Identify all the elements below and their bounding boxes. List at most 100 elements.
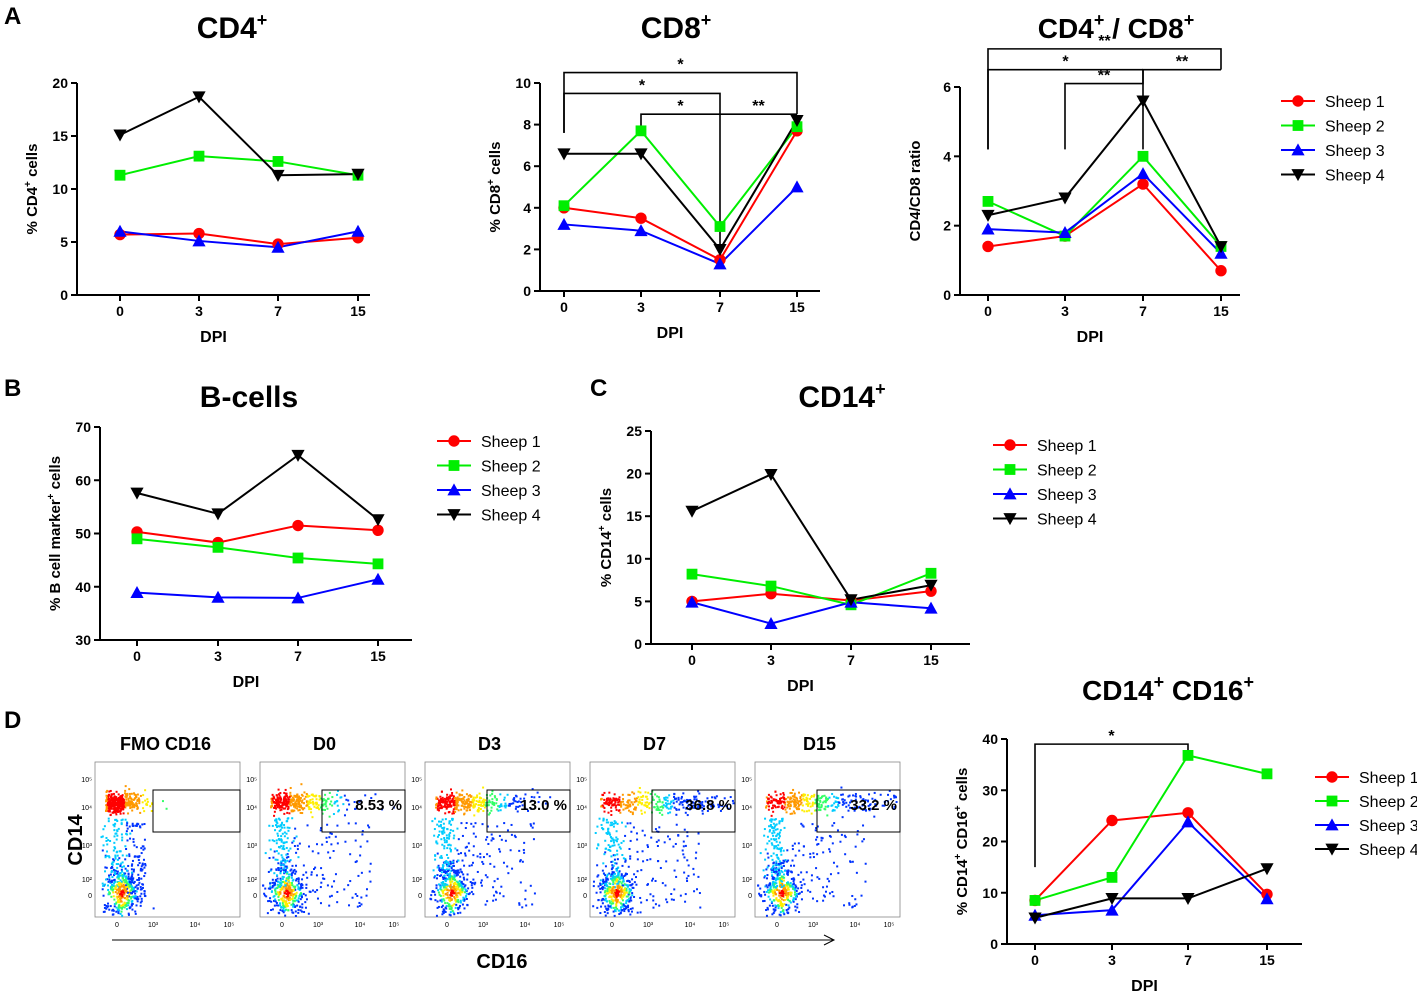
- flow-event-dot: [448, 833, 451, 836]
- flow-event-dot: [124, 806, 127, 809]
- flow-event-dot: [654, 793, 657, 796]
- x-tick-label: 7: [1139, 303, 1147, 319]
- flow-event-dot: [292, 893, 295, 896]
- y-axis-label-after: cells: [954, 768, 971, 806]
- flow-event-dot: [780, 867, 783, 870]
- flow-event-dot: [141, 886, 144, 889]
- flow-event-dot: [769, 819, 772, 822]
- flow-event-dot: [603, 853, 606, 856]
- flow-event-dot: [472, 893, 475, 896]
- flow-event-dot: [138, 861, 141, 864]
- flow-event-dot: [120, 891, 123, 894]
- y-tick-label: 10: [52, 181, 68, 197]
- flow-event-dot: [448, 913, 451, 916]
- flow-event-dot: [486, 853, 489, 856]
- flow-event-dot: [443, 839, 446, 842]
- flow-event-dot: [284, 803, 287, 806]
- flow-event-dot: [831, 792, 834, 795]
- chart-title-sup: +: [257, 10, 268, 30]
- flow-event-dot: [492, 899, 495, 902]
- flow-event-dot: [303, 807, 306, 810]
- y-tick-label: 40: [982, 731, 998, 747]
- flow-event-dot: [128, 893, 131, 896]
- flow-event-dot: [773, 876, 776, 879]
- flow-y-tick-label: 10²: [247, 877, 258, 884]
- flow-event-dot: [606, 888, 609, 891]
- flow-event-dot: [630, 801, 633, 804]
- flow-event-dot: [293, 837, 296, 840]
- flow-event-dot: [143, 892, 146, 895]
- data-point-sheep-3: [113, 224, 127, 237]
- flow-event-dot: [436, 866, 439, 869]
- flow-event-dot: [793, 792, 796, 795]
- flow-event-dot: [847, 809, 850, 812]
- flow-event-dot: [794, 905, 797, 908]
- data-point-sheep-4: [924, 579, 938, 592]
- flow-event-dot: [440, 801, 443, 804]
- flow-event-dot: [624, 857, 627, 860]
- flow-event-dot: [288, 886, 291, 889]
- flow-event-dot: [492, 886, 495, 889]
- flow-event-dot: [503, 798, 506, 801]
- flow-event-dot: [482, 862, 485, 865]
- flow-event-dot: [296, 807, 299, 810]
- flow-event-dot: [622, 903, 625, 906]
- flow-event-dot: [292, 840, 295, 843]
- flow-event-dot: [625, 895, 628, 898]
- flow-event-dot: [311, 889, 314, 892]
- flow-event-dot: [889, 798, 892, 801]
- flow-event-dot: [629, 855, 632, 858]
- flow-event-dot: [617, 887, 620, 890]
- flow-event-dot: [465, 894, 468, 897]
- flow-event-dot: [284, 884, 287, 887]
- flow-event-dot: [459, 893, 462, 896]
- flow-event-dot: [604, 884, 607, 887]
- flow-event-dot: [615, 875, 618, 878]
- flow-event-dot: [782, 911, 785, 914]
- flow-event-dot: [102, 894, 105, 897]
- flow-event-dot: [111, 883, 114, 886]
- flow-event-dot: [295, 870, 298, 873]
- flow-event-dot: [822, 899, 825, 902]
- flow-event-dot: [297, 803, 300, 806]
- flow-event-dot: [309, 890, 312, 893]
- flow-event-dot: [466, 809, 469, 812]
- flow-event-dot: [606, 803, 609, 806]
- flow-event-dot: [599, 891, 602, 894]
- flow-event-dot: [272, 899, 275, 902]
- flow-event-dot: [460, 799, 463, 802]
- y-axis-label-sup: +: [953, 853, 964, 859]
- flow-event-dot: [489, 794, 492, 797]
- flow-event-dot: [299, 799, 302, 802]
- flow-event-dot: [777, 837, 780, 840]
- flow-event-dot: [292, 888, 295, 891]
- flow-event-dot: [323, 808, 326, 811]
- flow-event-dot: [469, 881, 472, 884]
- flow-event-dot: [305, 883, 308, 886]
- flow-event-dot: [470, 884, 473, 887]
- flow-event-dot: [283, 892, 286, 895]
- flow-event-dot: [449, 880, 452, 883]
- flow-event-dot: [471, 861, 474, 864]
- flow-y-tick-label: 10⁴: [576, 805, 587, 812]
- flow-event-dot: [287, 805, 290, 808]
- flow-event-dot: [446, 800, 449, 803]
- flow-event-dot: [798, 911, 801, 914]
- flow-event-dot: [441, 801, 444, 804]
- flow-event-dot: [610, 868, 613, 871]
- flow-event-dot: [766, 802, 769, 805]
- data-point-sheep-3: [790, 180, 804, 193]
- flow-event-dot: [468, 809, 471, 812]
- flow-event-dot: [457, 892, 460, 895]
- flow-event-dot: [646, 883, 649, 886]
- flow-event-dot: [305, 801, 308, 804]
- flow-event-dot: [113, 846, 116, 849]
- flow-event-dot: [287, 873, 290, 876]
- flow-event-dot: [449, 802, 452, 805]
- significance-label: *: [677, 98, 684, 115]
- flow-event-dot: [489, 801, 492, 804]
- flow-event-dot: [442, 822, 445, 825]
- flow-event-dot: [114, 818, 117, 821]
- flow-event-dot: [667, 835, 670, 838]
